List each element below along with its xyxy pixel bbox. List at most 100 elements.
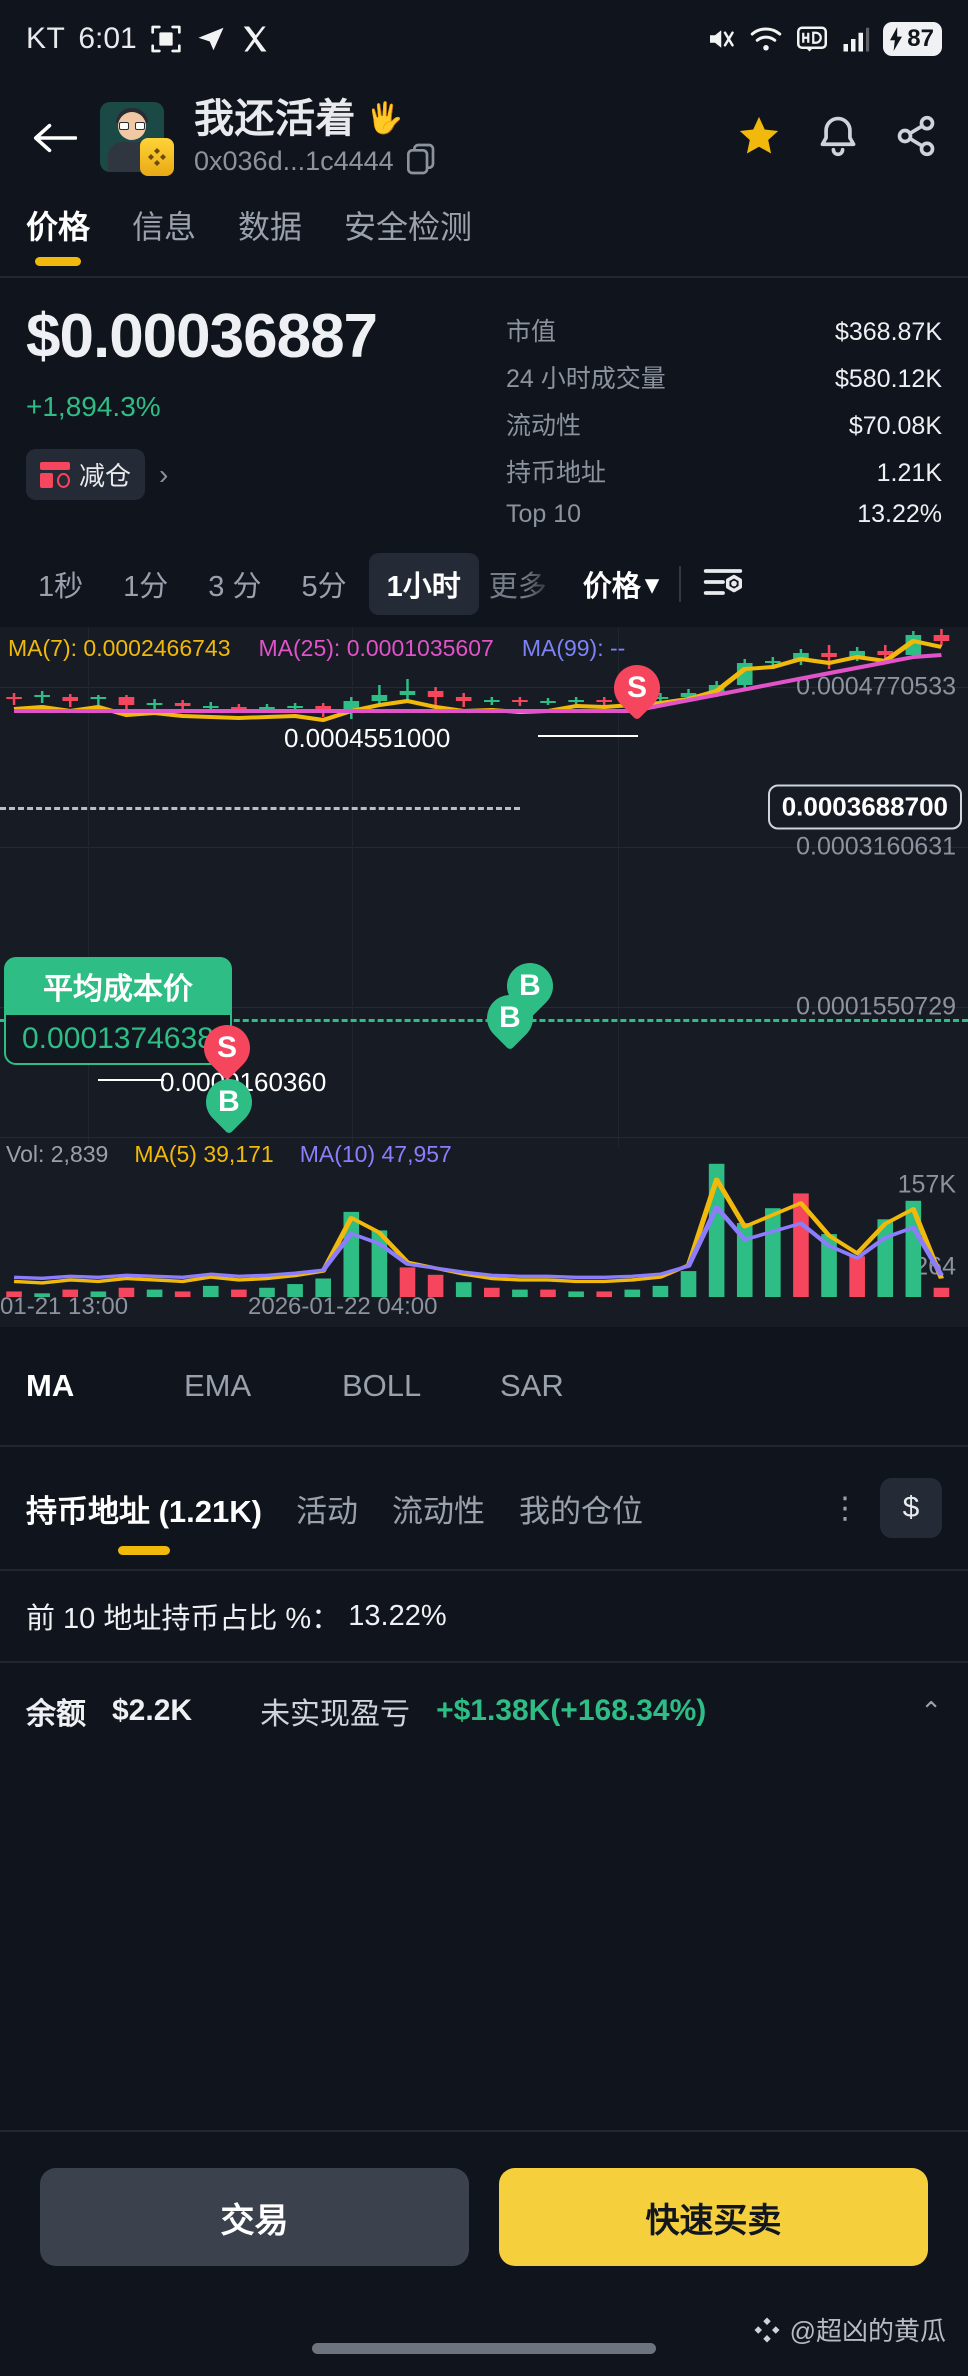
indicator-sar[interactable]: SAR xyxy=(500,1368,564,1403)
vol-ma10-legend: MA(10) 47,957 xyxy=(299,1141,452,1167)
chain-badge-icon xyxy=(140,138,174,176)
ma99-legend: MA(99): -- xyxy=(521,635,626,661)
current-price: $0.00036887 xyxy=(26,302,378,371)
high-price-label: 0.0004551000 xyxy=(284,723,451,753)
top10-label: 前 10 地址持币占比 %： xyxy=(26,1603,341,1635)
avatar-glasses xyxy=(119,122,145,130)
timeframe-more[interactable]: 更多 xyxy=(483,553,569,615)
tab-activity[interactable]: 活动 xyxy=(295,1493,358,1529)
timeframe-1m[interactable]: 1分 xyxy=(123,571,169,603)
price-change: +1,894.3% xyxy=(26,391,161,423)
pnl-value: +$1.38K(+168.34%) xyxy=(436,1694,707,1727)
stat-row: 市值 $368.87K xyxy=(506,312,942,348)
reduce-position-tag[interactable]: 减仓 xyxy=(26,449,146,501)
chart-settings-icon[interactable] xyxy=(701,562,745,607)
more-options-icon[interactable]: ⋮ xyxy=(830,1491,862,1525)
token-address: 0x036d...1c4444 xyxy=(194,145,394,176)
position-tag-row[interactable]: 减仓 › xyxy=(26,449,496,501)
holder-actions: ⋮ $ xyxy=(830,1478,942,1538)
star-icon[interactable] xyxy=(736,113,782,164)
currency-toggle-button[interactable]: $ xyxy=(880,1478,942,1538)
chevron-right-icon[interactable]: › xyxy=(159,458,169,490)
chart-mode-label: 价格 xyxy=(582,571,641,603)
price-summary: $0.00036887 +1,894.3% 减仓 › 市值 $368.87K 2… xyxy=(0,278,968,541)
share-icon[interactable] xyxy=(894,113,938,164)
high-leader-line xyxy=(538,735,638,737)
current-price-badge: 0.0003688700 xyxy=(767,784,962,830)
timeframe-1s[interactable]: 1秒 xyxy=(38,571,84,603)
reduce-position-icon xyxy=(40,461,70,488)
tab-my-position[interactable]: 我的仓位 xyxy=(518,1493,643,1529)
status-bar-right: 87 xyxy=(703,22,942,56)
stats-list: 市值 $368.87K 24 小时成交量 $580.12K 流动性 $70.08… xyxy=(506,304,942,529)
bell-icon[interactable] xyxy=(816,113,860,164)
battery-level: 87 xyxy=(907,25,934,52)
indicator-boll[interactable]: BOLL xyxy=(342,1368,422,1403)
screenshot-icon xyxy=(150,24,182,54)
cost-basis-label: 平均成本价 xyxy=(4,957,232,1015)
indicator-ma[interactable]: MA xyxy=(26,1368,75,1403)
stat-value: $70.08K xyxy=(848,412,942,440)
watermark-text: @超凶的黄瓜 xyxy=(789,2316,946,2346)
copy-icon[interactable] xyxy=(406,143,436,180)
status-bar-left: KT 6:01 xyxy=(26,22,270,56)
divider xyxy=(679,566,682,602)
bottom-action-bar: 交易 快速买卖 @超凶的黄瓜 xyxy=(0,2130,968,2376)
stat-value: 1.21K xyxy=(876,459,942,487)
token-address-row[interactable]: 0x036d...1c4444 xyxy=(194,143,726,180)
avatar[interactable] xyxy=(100,102,174,176)
tab-security[interactable]: 安全检测 xyxy=(344,209,473,245)
trade-button[interactable]: 交易 xyxy=(40,2168,469,2266)
balance-row[interactable]: 余额 $2.2K 未实现盈亏 +$1.38K(+168.34%) ⌃ xyxy=(0,1663,968,1759)
ma-legend: MA(7): 0.0002466743 MA(25): 0.0001035607… xyxy=(8,635,625,662)
stat-label: 流动性 xyxy=(506,412,582,440)
watermark: @超凶的黄瓜 xyxy=(752,2311,946,2348)
binance-logo-icon xyxy=(754,2317,780,2342)
stat-label: 市值 xyxy=(506,318,557,346)
volume-legend: Vol: 2,839 MA(5) 39,171 MA(10) 47,957 xyxy=(6,1141,452,1168)
tab-info[interactable]: 信息 xyxy=(132,209,197,245)
stat-row: 流动性 $70.08K xyxy=(506,406,942,442)
indicator-ema[interactable]: EMA xyxy=(184,1368,252,1403)
cost-basis-value: 0.0001374638 xyxy=(4,1015,232,1065)
y-axis-label: 0.0001550729 xyxy=(796,992,956,1021)
timeframe-5m[interactable]: 5分 xyxy=(301,571,347,603)
timeframe-1h[interactable]: 1小时 xyxy=(368,553,479,615)
volume-y-label: 157K xyxy=(897,1170,956,1199)
token-title-row: 我还活着 🖐 xyxy=(194,97,726,141)
balance-label: 余额 xyxy=(26,1698,86,1731)
back-arrow-icon[interactable] xyxy=(26,109,84,167)
cost-basis-box: 平均成本价 0.0001374638 xyxy=(4,957,232,1065)
stat-label: 24 小时成交量 xyxy=(506,365,666,393)
stat-value: 13.22% xyxy=(857,500,942,528)
chevron-up-icon[interactable]: ⌃ xyxy=(920,1695,942,1726)
volume-chart: Vol: 2,839 MA(5) 39,171 MA(10) 47,957 15… xyxy=(0,1137,968,1327)
chevron-down-icon: ▾ xyxy=(644,568,660,601)
gridline xyxy=(0,687,968,688)
tab-price[interactable]: 价格 xyxy=(26,198,90,248)
timeframe-3m[interactable]: 3 分 xyxy=(208,571,262,603)
y-axis-label: 0.0004770533 xyxy=(796,672,956,701)
x-axis-label: 2026-01-22 04:00 xyxy=(248,1293,438,1320)
divider xyxy=(0,1661,968,1663)
wifi-icon xyxy=(749,24,783,54)
tab-liquidity[interactable]: 流动性 xyxy=(391,1493,485,1529)
tab-holders[interactable]: 持币地址 (1.21K) xyxy=(26,1486,262,1531)
tab-data[interactable]: 数据 xyxy=(238,209,303,245)
gridline xyxy=(0,847,968,848)
home-indicator xyxy=(312,2343,656,2354)
clock-label: 6:01 xyxy=(78,22,137,55)
quick-trade-button[interactable]: 快速买卖 xyxy=(499,2168,928,2266)
signal-icon xyxy=(841,24,871,54)
candlestick-series xyxy=(6,629,950,722)
stat-row: 24 小时成交量 $580.12K xyxy=(506,359,942,395)
stat-value: $580.12K xyxy=(834,365,942,393)
top10-row: 前 10 地址持币占比 %： 13.22% xyxy=(0,1571,968,1661)
header-actions xyxy=(736,113,942,164)
gridline xyxy=(0,1137,968,1138)
reduce-position-label: 减仓 xyxy=(79,461,132,492)
token-title-column: 我还活着 🖐 0x036d...1c4444 xyxy=(194,97,726,180)
price-chart[interactable]: MA(7): 0.0002466743 MA(25): 0.0001035607… xyxy=(0,627,968,1327)
y-axis-label: 0.0003160631 xyxy=(796,832,956,861)
chart-mode-selector[interactable]: 价格 ▾ xyxy=(583,563,660,605)
